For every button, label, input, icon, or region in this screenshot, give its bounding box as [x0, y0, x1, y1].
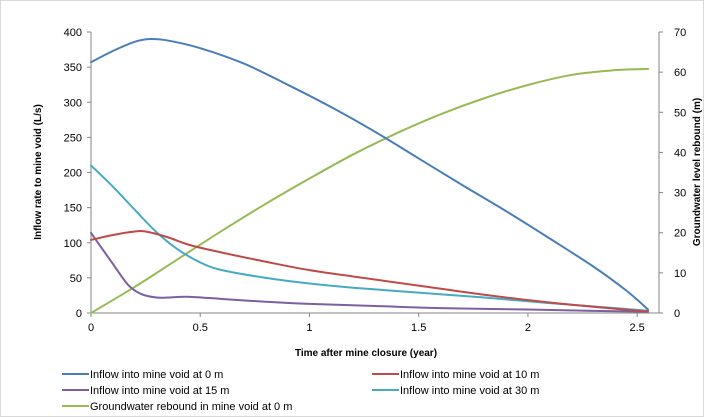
series-line-0	[90, 37, 650, 311]
y-tick-label: 350	[64, 62, 82, 74]
x-axis-title: Time after mine closure (year)	[295, 348, 437, 359]
y2-tick-label: 30	[674, 188, 686, 200]
y2-tick-label: 0	[674, 308, 680, 320]
y2-tick-label: 20	[674, 228, 686, 240]
y-tick-label: 0	[76, 308, 82, 320]
legend: Inflow into mine void at 0 m Inflow into …	[62, 369, 539, 413]
series-line-4	[90, 67, 650, 314]
legend-label-2: Inflow into mine void at 15 m	[90, 385, 229, 397]
y2-tick-label: 50	[674, 107, 686, 119]
legend-label-4: Groundwater rebound in mine void at 0 m	[90, 401, 292, 413]
axes-group: 0501001502002503003504000102030405060700…	[64, 27, 687, 334]
x-tick-label: 0	[88, 322, 94, 334]
y-tick-label: 200	[64, 168, 82, 180]
x-tick-label: 1.5	[411, 322, 426, 334]
x-tick-label: 2.5	[630, 322, 645, 334]
y-tick-label: 300	[64, 97, 82, 109]
y-tick-label: 400	[64, 27, 82, 39]
legend-label-3: Inflow into mine void at 30 m	[400, 385, 539, 397]
legend-label-1: Inflow into mine void at 10 m	[400, 369, 539, 381]
y-tick-label: 100	[64, 238, 82, 250]
y2-axis-title: Groundwater level rebound (m)	[692, 98, 703, 246]
y-tick-label: 50	[70, 273, 82, 285]
series-line-1	[90, 229, 650, 313]
x-tick-label: 2	[525, 322, 531, 334]
y2-tick-label: 40	[674, 147, 686, 159]
series-group	[90, 37, 650, 314]
y2-tick-label: 70	[674, 27, 686, 39]
x-tick-label: 1	[306, 322, 312, 334]
legend-label-0: Inflow into mine void at 0 m	[90, 369, 223, 381]
x-tick-label: 0.5	[193, 322, 208, 334]
y2-tick-label: 60	[674, 67, 686, 79]
y-axis-title: Inflow rate to mine void (L/s)	[33, 104, 44, 240]
series-line-2	[90, 231, 650, 313]
series-line-3	[90, 164, 650, 312]
y-tick-label: 250	[64, 132, 82, 144]
y2-tick-label: 10	[674, 268, 686, 280]
y-tick-label: 150	[64, 203, 82, 215]
